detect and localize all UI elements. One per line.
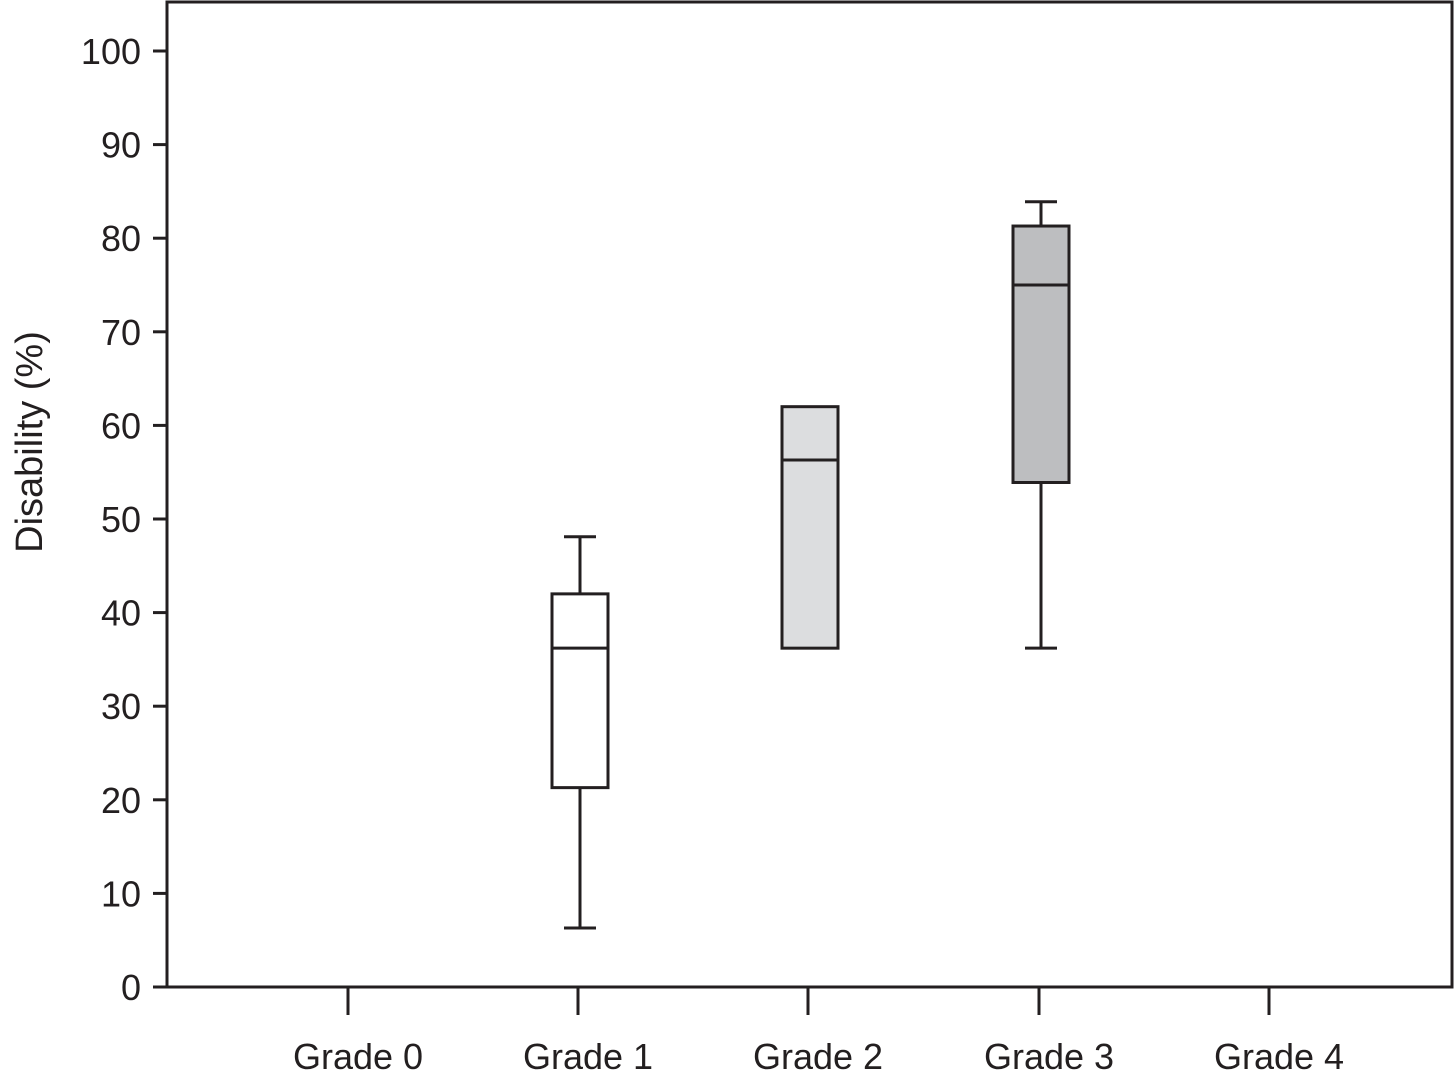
- y-tick-label: 100: [81, 31, 141, 72]
- x-tick-label: Grade 3: [984, 1036, 1114, 1077]
- box-grade-3: [1011, 200, 1071, 650]
- iqr-box: [780, 405, 840, 650]
- y-tick-label: 20: [101, 780, 141, 821]
- box-series: [550, 200, 1071, 930]
- y-tick-label: 60: [101, 405, 141, 446]
- box-grade-2: [780, 405, 840, 650]
- x-tick-label: Grade 2: [753, 1036, 883, 1077]
- x-tick-label: Grade 4: [1214, 1036, 1344, 1077]
- y-tick-label: 40: [101, 593, 141, 634]
- y-tick-label: 80: [101, 218, 141, 259]
- y-tick-label: 50: [101, 499, 141, 540]
- y-tick-label: 90: [101, 125, 141, 166]
- y-tick-label: 0: [121, 967, 141, 1008]
- y-tick-label: 30: [101, 686, 141, 727]
- x-tick-label: Grade 0: [293, 1036, 423, 1077]
- box-grade-1: [550, 535, 610, 930]
- y-axis: 0 10 20 30 40 50 60 70 80 90 100: [81, 31, 167, 1008]
- iqr-box: [1011, 224, 1071, 484]
- y-tick-label: 70: [101, 312, 141, 353]
- y-tick-label: 10: [101, 873, 141, 914]
- y-axis-label: Disability (%): [9, 331, 51, 553]
- iqr-box: [550, 592, 610, 790]
- x-tick-label: Grade 1: [523, 1036, 653, 1077]
- x-axis: Grade 0 Grade 1 Grade 2 Grade 3 Grade 4: [293, 987, 1344, 1077]
